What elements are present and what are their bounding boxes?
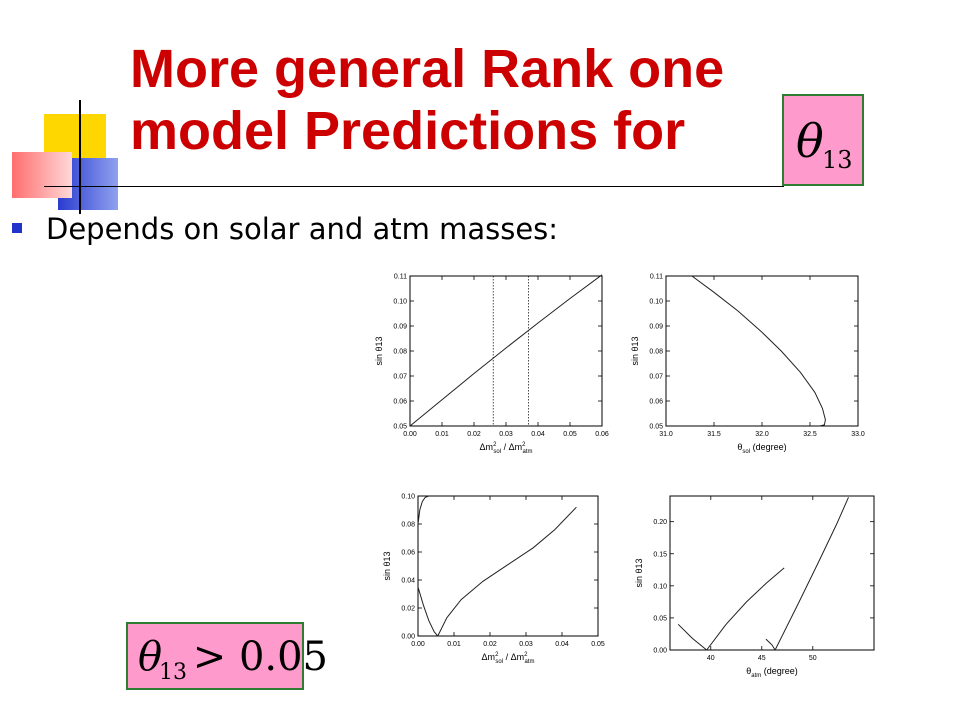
y-tick-label: 0.20 bbox=[653, 519, 667, 526]
x-tick-label: 0.02 bbox=[467, 431, 481, 438]
y-axis-label: sin θ13 bbox=[630, 336, 640, 365]
y-tick-label: 0.10 bbox=[393, 299, 407, 306]
series-line-3 bbox=[765, 638, 776, 651]
y-tick-label: 0.07 bbox=[649, 374, 663, 381]
y-tick-label: 0.05 bbox=[653, 615, 667, 622]
y-tick-label: 0.02 bbox=[401, 606, 415, 613]
condition-box: θ 13 > 0.05 bbox=[126, 622, 328, 690]
y-tick-label: 0.10 bbox=[653, 583, 667, 590]
y-tick-label: 0.11 bbox=[394, 274, 407, 281]
decor-horizontal-line bbox=[44, 186, 784, 187]
y-tick-label: 0.06 bbox=[401, 550, 415, 557]
decor-red-square bbox=[12, 152, 72, 198]
y-tick-label: 0.15 bbox=[653, 551, 667, 558]
plot-top-left: 0.00 0.01 0.02 0.03 0.04 0.05 0.06 0.05 0.06 0.07… bbox=[366, 266, 610, 460]
chart-2: 31.0 31.5 32.0 32.5 33.0 0.05 0.06 0.07 0.08 0.09… bbox=[630, 274, 865, 456]
x-axis-label: Δm2 sol / Δm2 atm bbox=[482, 652, 535, 665]
y-tick-label: 0.06 bbox=[649, 399, 663, 406]
plot-bottom-right: 40 45 50 0.00 0.05 0.10 0.15 0.20 sin θ13 θatm (d… bbox=[630, 488, 882, 684]
title-line-2: model Predictions for bbox=[130, 101, 686, 161]
title-line-1: More general Rank one bbox=[130, 39, 725, 99]
plot-frame bbox=[409, 275, 603, 427]
series-line-1 bbox=[409, 274, 603, 427]
x-tick-label: 0.00 bbox=[411, 641, 425, 648]
chart-1: 0.00 0.01 0.02 0.03 0.04 0.05 0.06 0.05 0.06 0.07… bbox=[374, 274, 609, 456]
bullet-text: Depends on solar and atm masses: bbox=[46, 212, 559, 246]
series-line-3 bbox=[437, 506, 577, 637]
decor-vertical-line bbox=[79, 100, 81, 214]
x-axis-label: θatm (degree) bbox=[746, 666, 798, 679]
condition-theta-symbol: θ bbox=[138, 634, 163, 680]
plot-top-right: 31.0 31.5 32.0 32.5 33.0 0.05 0.06 0.07 0.08 0.09… bbox=[622, 266, 866, 460]
y-tick-label: 0.00 bbox=[401, 634, 415, 641]
condition-theta-subscript: 13 bbox=[159, 660, 187, 685]
y-tick-label: 0.10 bbox=[401, 494, 415, 501]
plot-frame bbox=[665, 275, 859, 427]
x-tick-label: 0.03 bbox=[499, 431, 513, 438]
bullet-item: Depends on solar and atm masses: bbox=[12, 212, 558, 246]
theta-symbol: θ bbox=[796, 114, 824, 168]
series-line-1 bbox=[691, 275, 826, 427]
plot-frame bbox=[417, 495, 599, 637]
y-tick-label: 0.08 bbox=[401, 522, 415, 529]
chart-4: 40 45 50 0.00 0.05 0.10 0.15 0.20 sin θ13 θatm (d… bbox=[634, 495, 875, 679]
x-tick-label: 31.0 bbox=[659, 431, 673, 438]
series-line-1 bbox=[417, 495, 429, 525]
x-tick-label: 32.5 bbox=[803, 431, 817, 438]
series-line-4 bbox=[774, 497, 849, 651]
x-tick-label: 50 bbox=[809, 655, 817, 662]
plot-frame bbox=[669, 495, 875, 651]
y-tick-label: 0.06 bbox=[393, 399, 407, 406]
x-tick-label: 0.04 bbox=[531, 431, 545, 438]
y-tick-label: 0.09 bbox=[393, 324, 407, 331]
y-tick-label: 0.10 bbox=[649, 299, 663, 306]
y-tick-label: 0.04 bbox=[401, 578, 415, 585]
x-tick-label: 45 bbox=[758, 655, 766, 662]
x-tick-label: 0.01 bbox=[447, 641, 461, 648]
x-tick-label: 0.03 bbox=[519, 641, 533, 648]
x-tick-label: 33.0 bbox=[851, 431, 865, 438]
y-axis-label: sin θ13 bbox=[382, 551, 392, 580]
series-line-2 bbox=[417, 586, 439, 637]
chart-3: 0.00 0.01 0.02 0.03 0.04 0.05 0.00 0.02 0.04 0.06… bbox=[382, 494, 605, 666]
x-tick-label: 32.0 bbox=[755, 431, 769, 438]
theta-subscript: 13 bbox=[822, 146, 853, 174]
x-axis-label: θsol (degree) bbox=[737, 442, 786, 455]
x-tick-label: 40 bbox=[707, 655, 715, 662]
x-tick-label: 0.00 bbox=[403, 431, 417, 438]
y-tick-label: 0.09 bbox=[649, 324, 663, 331]
x-tick-label: 0.04 bbox=[555, 641, 569, 648]
x-tick-label: 0.05 bbox=[591, 641, 605, 648]
y-axis-label: sin θ13 bbox=[374, 336, 384, 365]
y-tick-label: 0.08 bbox=[649, 349, 663, 356]
y-tick-label: 0.00 bbox=[653, 648, 667, 655]
x-axis-label: Δm2 sol / Δm2 atm bbox=[480, 442, 533, 455]
y-tick-label: 0.07 bbox=[393, 374, 407, 381]
y-tick-label: 0.05 bbox=[649, 424, 663, 431]
x-tick-label: 31.5 bbox=[707, 431, 721, 438]
y-tick-label: 0.11 bbox=[650, 274, 663, 281]
x-tick-label: 0.01 bbox=[435, 431, 449, 438]
slide-title: More general Rank one model Predictions … bbox=[130, 38, 830, 162]
series-line-1 bbox=[677, 623, 708, 651]
x-tick-label: 0.02 bbox=[483, 641, 497, 648]
x-tick-label: 0.05 bbox=[563, 431, 577, 438]
condition-relation: > 0.05 bbox=[180, 634, 329, 680]
bullet-square-icon bbox=[12, 223, 22, 233]
x-tick-label: 0.06 bbox=[595, 431, 609, 438]
title-theta13-box: θ 13 bbox=[782, 94, 864, 186]
plot-bottom-left: 0.00 0.01 0.02 0.03 0.04 0.05 0.00 0.02 0.04 0.06… bbox=[374, 488, 606, 678]
y-tick-label: 0.08 bbox=[393, 349, 407, 356]
y-axis-label: sin θ13 bbox=[634, 558, 644, 587]
y-tick-label: 0.05 bbox=[393, 424, 407, 431]
series-line-2 bbox=[706, 567, 785, 651]
